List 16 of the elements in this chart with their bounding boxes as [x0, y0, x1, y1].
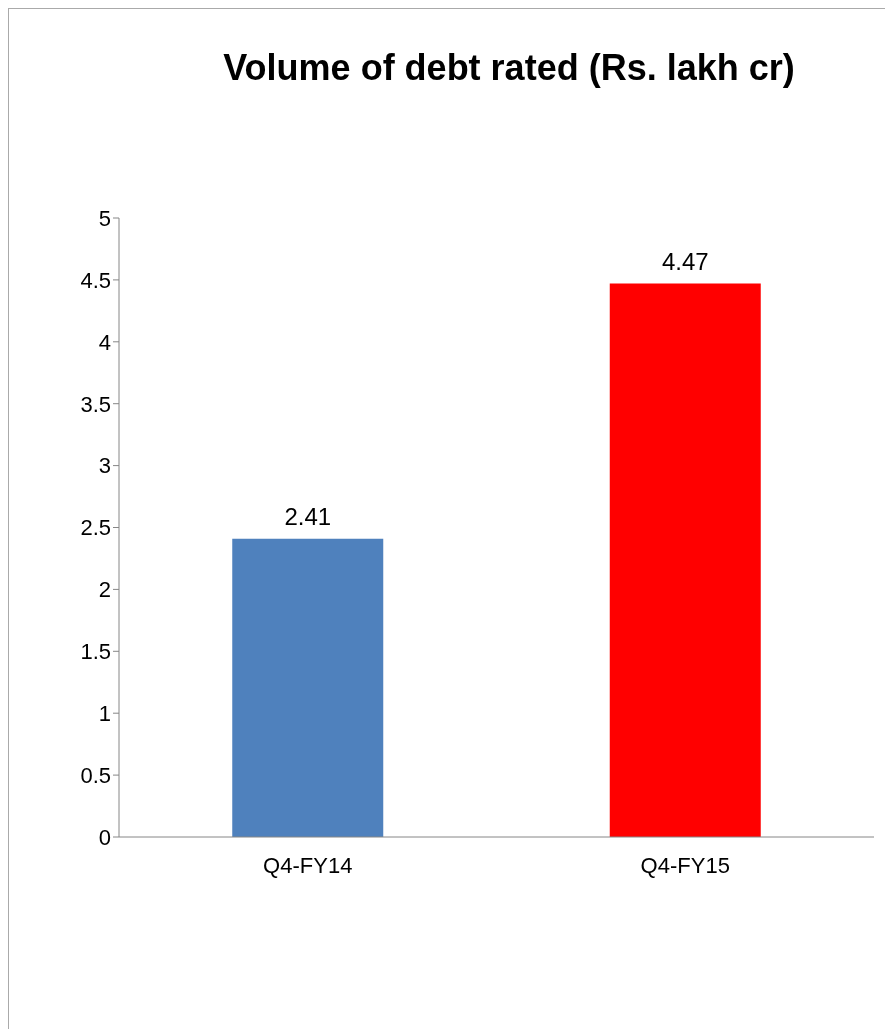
y-tick-label: 3.5 — [80, 391, 111, 417]
y-tick-label: 4 — [98, 329, 111, 355]
y-tick-label: 4.5 — [80, 267, 111, 293]
x-tick-label: Q4-FY15 — [640, 852, 730, 878]
y-tick-label: 0.5 — [80, 762, 111, 788]
chart-title: Volume of debt rated (Rs. lakh cr) — [222, 47, 796, 89]
y-tick-label: 1 — [98, 701, 111, 727]
y-tick-label: 3 — [98, 453, 111, 479]
y-tick-label: 5 — [98, 205, 111, 231]
y-tick-label: 0 — [98, 824, 111, 850]
y-tick-label: 2.5 — [80, 515, 111, 541]
data-label: 4.47 — [661, 247, 709, 275]
y-tick-label: 1.5 — [80, 639, 111, 665]
y-tick-label: 2 — [98, 577, 111, 603]
data-label: 2.41 — [284, 502, 332, 530]
x-tick-label: Q4-FY14 — [263, 852, 353, 878]
